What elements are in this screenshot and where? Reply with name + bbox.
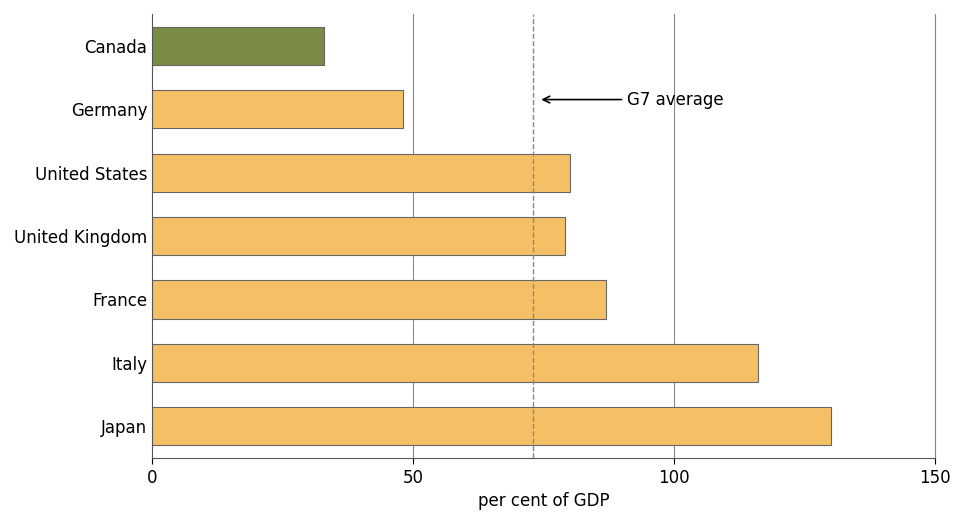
- Bar: [152, 407, 831, 445]
- Text: G7 average: G7 average: [543, 91, 724, 108]
- Bar: [152, 344, 758, 382]
- Bar: [152, 90, 402, 128]
- Bar: [152, 154, 569, 192]
- Bar: [152, 27, 324, 64]
- Bar: [152, 280, 606, 319]
- X-axis label: per cent of GDP: per cent of GDP: [478, 492, 610, 510]
- Bar: [152, 217, 565, 255]
